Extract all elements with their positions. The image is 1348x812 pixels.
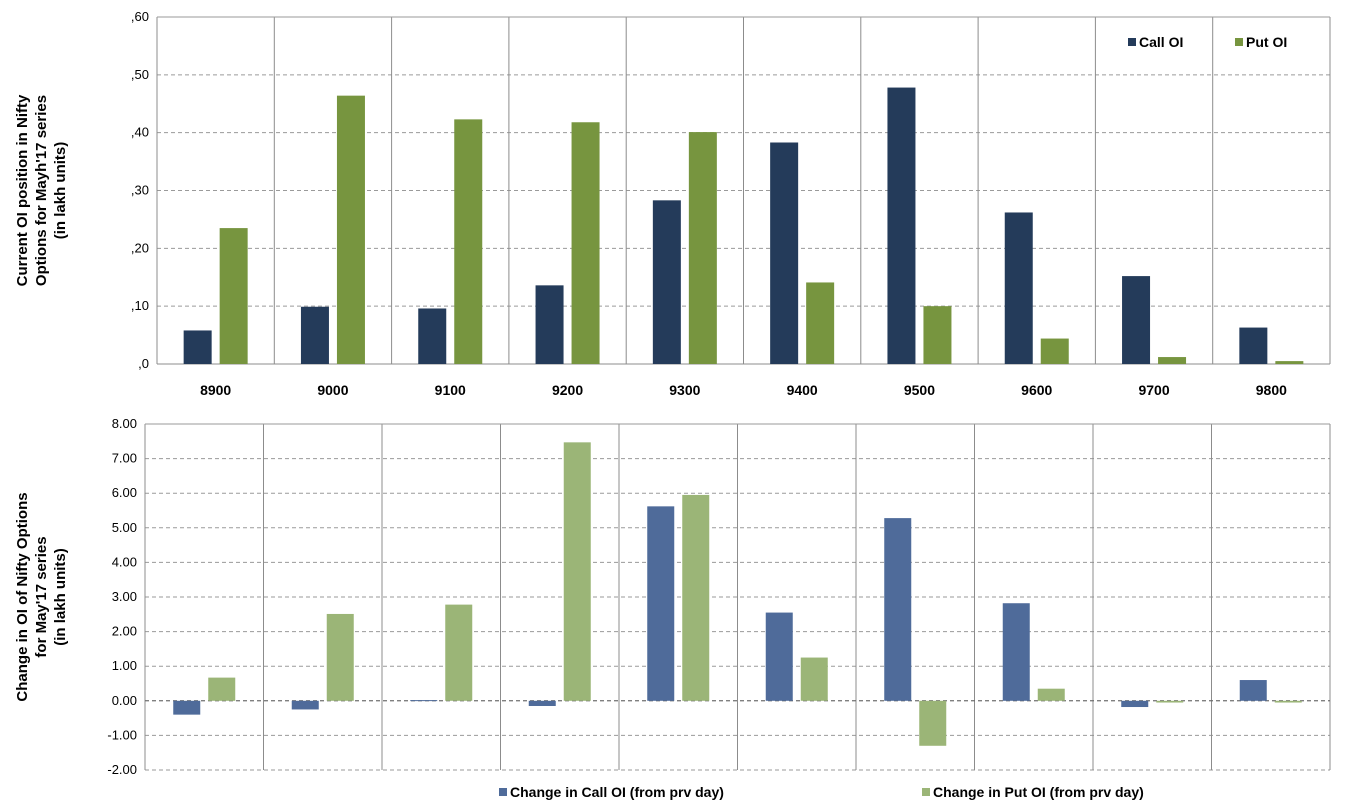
oi-bar-put <box>806 282 835 364</box>
change-bar-call <box>1239 680 1267 701</box>
y-tick-label: 1.00 <box>112 658 137 673</box>
y-tick-label: -1.00 <box>107 727 137 742</box>
y-axis-label: for May'17 series <box>33 536 50 657</box>
x-tick-label: 9800 <box>1256 382 1287 398</box>
y-axis-label: (in lakh units) <box>52 142 69 240</box>
change-bar-call <box>410 700 438 702</box>
oi-bar-call <box>770 142 799 364</box>
y-tick-label: ,60 <box>131 9 149 24</box>
x-tick-label: 9700 <box>1138 382 1169 398</box>
y-tick-label: ,0 <box>138 356 149 371</box>
change-bar-put <box>445 604 473 701</box>
change-bar-call <box>528 700 556 706</box>
y-tick-label: ,40 <box>131 125 149 140</box>
oi-bar-put <box>923 306 952 364</box>
change-bar-call <box>1121 700 1149 708</box>
oi-bar-put <box>688 132 717 364</box>
y-tick-label: 3.00 <box>112 589 137 604</box>
x-tick-label: 9100 <box>435 382 466 398</box>
y-tick-label: ,30 <box>131 183 149 198</box>
x-tick-label: 8900 <box>200 382 231 398</box>
change-bar-call <box>884 518 912 701</box>
y-tick-label: ,50 <box>131 67 149 82</box>
change-bar-put <box>919 700 947 746</box>
y-tick-label: ,20 <box>131 240 149 255</box>
change-bar-put <box>1274 700 1302 703</box>
oi-bar-put <box>1158 357 1187 364</box>
oi-bar-call <box>887 87 916 364</box>
oi-bar-call <box>418 308 447 364</box>
change-bar-call <box>1002 603 1030 701</box>
y-tick-label: 8.00 <box>112 416 137 431</box>
y-axis-label: (in lakh units) <box>52 548 69 646</box>
y-tick-label: 4.00 <box>112 554 137 569</box>
change-bar-call <box>291 700 319 710</box>
oi-bar-put <box>1275 361 1304 364</box>
x-tick-label: 9300 <box>669 382 700 398</box>
oi-bar-call <box>1122 276 1151 364</box>
change-bar-put <box>800 657 828 701</box>
x-tick-label: 9200 <box>552 382 583 398</box>
oi-bar-put <box>336 95 365 365</box>
change-bar-call <box>647 506 675 701</box>
legend-swatch <box>922 788 930 796</box>
legend-label: Change in Call OI (from prv day) <box>510 784 724 800</box>
y-axis-label: Current OI position in Nifty <box>14 94 31 286</box>
change-bar-put <box>563 442 591 701</box>
y-tick-label: 0.00 <box>112 693 137 708</box>
x-tick-label: 9500 <box>904 382 935 398</box>
oi-bar-put <box>571 122 600 364</box>
change-bar-put <box>1037 688 1065 701</box>
y-axis-label: Options for Mayh'17 series <box>33 95 50 286</box>
change-bar-call <box>765 612 793 701</box>
change-bar-put <box>208 677 236 701</box>
oi-bar-put <box>454 119 483 365</box>
y-tick-label: 2.00 <box>112 624 137 639</box>
oi-bar-put <box>219 228 248 364</box>
y-tick-label: ,10 <box>131 298 149 313</box>
oi-bar-call <box>652 200 681 364</box>
change-bar-call <box>173 700 201 715</box>
y-tick-label: 7.00 <box>112 451 137 466</box>
legend-swatch <box>1235 38 1243 46</box>
x-tick-label: 9400 <box>787 382 818 398</box>
legend-swatch <box>1128 38 1136 46</box>
oi-bar-call <box>1239 327 1268 364</box>
change-bar-put <box>326 613 354 701</box>
legend-swatch <box>499 788 507 796</box>
x-tick-label: 9000 <box>317 382 348 398</box>
legend-label: Put OI <box>1246 34 1287 50</box>
y-tick-label: 6.00 <box>112 485 137 500</box>
legend-label: Change in Put OI (from prv day) <box>933 784 1144 800</box>
y-axis-label: Change in OI of Nifty Options <box>14 492 31 701</box>
oi-bar-call <box>1004 212 1033 364</box>
x-tick-label: 9600 <box>1021 382 1052 398</box>
oi-bar-call <box>183 330 212 364</box>
y-tick-label: -2.00 <box>107 762 137 777</box>
oi-bar-put <box>1040 338 1069 364</box>
oi-bar-call <box>300 306 329 364</box>
change-bar-put <box>682 494 710 701</box>
change-bar-put <box>1156 700 1184 703</box>
y-tick-label: 5.00 <box>112 520 137 535</box>
oi-bar-call <box>535 285 564 364</box>
legend-label: Call OI <box>1139 34 1183 50</box>
